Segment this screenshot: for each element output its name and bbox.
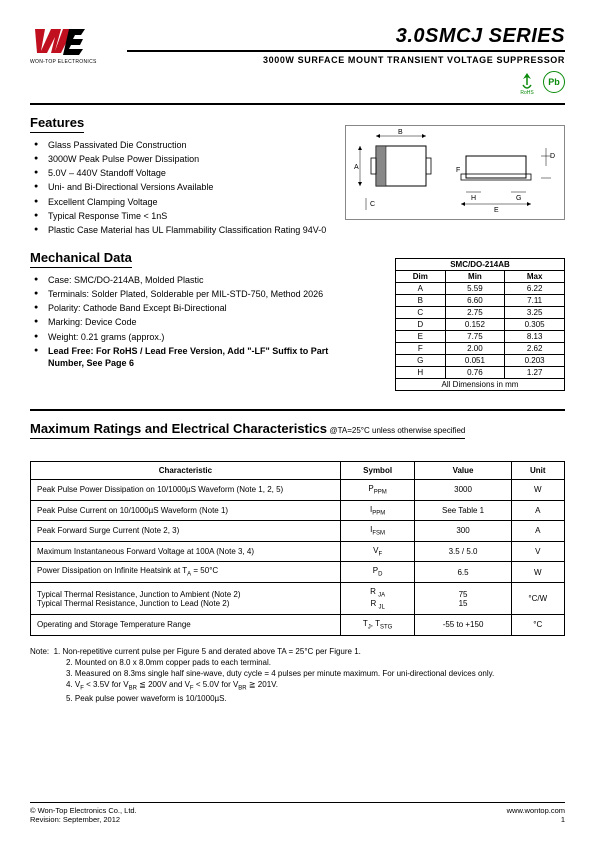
dim-row: E7.758.13 [396, 330, 565, 342]
feature-item: 5.0V – 440V Standoff Voltage [30, 167, 329, 179]
dim-header: Min [445, 270, 505, 282]
note-item: Note: 1. Non-repetitive current pulse pe… [30, 646, 565, 657]
ratings-title: Maximum Ratings and Electrical Character… [30, 421, 327, 436]
mechanical-item: Polarity: Cathode Band Except Bi-Directi… [30, 302, 329, 314]
dim-row: F2.002.62 [396, 342, 565, 354]
dim-row: H0.761.27 [396, 366, 565, 378]
feature-item: Glass Passivated Die Construction [30, 139, 329, 151]
series-title: 3.0SMCJ SERIES [127, 25, 565, 52]
ratings-header: Symbol [340, 461, 415, 479]
footer-right: www.wontop.com 1 [507, 806, 565, 824]
dim-table-column: SMC/DO-214AB Dim Min Max A5.596.22 B6.60… [345, 250, 565, 391]
company-logo [33, 25, 93, 57]
note-item: 5. Peak pulse power waveform is 10/1000µ… [30, 693, 565, 704]
ratings-row: Typical Thermal Resistance, Junction to … [31, 582, 565, 614]
feature-item: Typical Response Time < 1nS [30, 210, 329, 222]
ratings-table: Characteristic Symbol Value Unit Peak Pu… [30, 461, 565, 636]
ratings-condition: @TA=25°C unless otherwise specified [329, 426, 465, 435]
notes-section: Note: 1. Non-repetitive current pulse pe… [30, 646, 565, 705]
svg-text:H: H [471, 195, 476, 202]
page-footer: © Won-Top Electronics Co., Ltd. Revision… [30, 802, 565, 824]
dim-row: A5.596.22 [396, 282, 565, 294]
title-block: 3.0SMCJ SERIES 3000W SURFACE MOUNT TRANS… [127, 25, 565, 95]
mechanical-row: Mechanical Data Case: SMC/DO-214AB, Mold… [30, 250, 565, 391]
svg-text:RoHS: RoHS [520, 90, 534, 95]
dim-row: B6.607.11 [396, 294, 565, 306]
compliance-badges: RoHS Pb [127, 71, 565, 95]
mechanical-item: Weight: 0.21 grams (approx.) [30, 331, 329, 343]
features-list: Glass Passivated Die Construction 3000W … [30, 139, 329, 236]
dim-footer: All Dimensions in mm [396, 378, 565, 390]
feature-item: Uni- and Bi-Directional Versions Availab… [30, 181, 329, 193]
svg-text:C: C [370, 201, 375, 208]
svg-text:F: F [456, 167, 460, 174]
footer-page: 1 [507, 815, 565, 824]
svg-text:E: E [494, 207, 499, 214]
package-drawing: A B C D F [345, 125, 565, 220]
feature-item: Excellent Clamping Voltage [30, 196, 329, 208]
ratings-row: Maximum Instantaneous Forward Voltage at… [31, 541, 565, 562]
ratings-row: Peak Pulse Power Dissipation on 10/1000µ… [31, 479, 565, 500]
mechanical-item: Marking: Device Code [30, 316, 329, 328]
features-row: Features Glass Passivated Die Constructi… [30, 115, 565, 238]
features-column: Features Glass Passivated Die Constructi… [30, 115, 329, 238]
header-divider [30, 103, 565, 105]
ratings-header: Value [415, 461, 511, 479]
footer-left: © Won-Top Electronics Co., Ltd. Revision… [30, 806, 137, 824]
mechanical-list: Case: SMC/DO-214AB, Molded Plastic Termi… [30, 274, 329, 369]
mechanical-column: Mechanical Data Case: SMC/DO-214AB, Mold… [30, 250, 329, 391]
mechanical-item: Terminals: Solder Plated, Solderable per… [30, 288, 329, 300]
package-drawing-column: A B C D F [345, 115, 565, 238]
dim-row: G0.0510.203 [396, 354, 565, 366]
feature-item: Plastic Case Material has UL Flammabilit… [30, 224, 329, 236]
note-item: 2. Mounted on 8.0 x 8.0mm copper pads to… [30, 657, 565, 668]
rohs-icon: RoHS [517, 71, 537, 95]
svg-text:A: A [354, 164, 359, 171]
pb-free-icon: Pb [543, 71, 565, 93]
pb-label: Pb [548, 77, 560, 87]
footer-url: www.wontop.com [507, 806, 565, 815]
svg-text:B: B [398, 129, 403, 136]
ratings-header: Characteristic [31, 461, 341, 479]
mechanical-title: Mechanical Data [30, 250, 132, 268]
dim-header: Dim [396, 270, 446, 282]
dimensions-table: SMC/DO-214AB Dim Min Max A5.596.22 B6.60… [395, 258, 565, 391]
ratings-header: Unit [511, 461, 564, 479]
dim-header: Max [505, 270, 565, 282]
header: WON-TOP ELECTRONICS 3.0SMCJ SERIES 3000W… [30, 25, 565, 95]
ratings-row: Peak Forward Surge Current (Note 2, 3) I… [31, 521, 565, 542]
ratings-row: Power Dissipation on Infinite Heatsink a… [31, 562, 565, 583]
logo-caption: WON-TOP ELECTRONICS [30, 59, 97, 65]
ratings-section: Maximum Ratings and Electrical Character… [30, 421, 565, 636]
subtitle: 3000W SURFACE MOUNT TRANSIENT VOLTAGE SU… [127, 55, 565, 65]
footer-divider [30, 802, 565, 803]
footer-revision: Revision: September, 2012 [30, 815, 137, 824]
ratings-row: Peak Pulse Current on 10/1000µS Waveform… [31, 500, 565, 521]
logo-block: WON-TOP ELECTRONICS [30, 25, 97, 65]
dim-caption: SMC/DO-214AB [396, 258, 565, 270]
features-title: Features [30, 115, 84, 133]
feature-item: 3000W Peak Pulse Power Dissipation [30, 153, 329, 165]
note-item: 4. VF < 3.5V for VBR ≦ 200V and VF < 5.0… [30, 679, 565, 693]
ratings-row: Operating and Storage Temperature Range … [31, 615, 565, 636]
section-divider [30, 409, 565, 411]
mechanical-item: Case: SMC/DO-214AB, Molded Plastic [30, 274, 329, 286]
dim-row: C2.753.25 [396, 306, 565, 318]
ratings-heading: Maximum Ratings and Electrical Character… [30, 421, 465, 439]
svg-text:G: G [516, 195, 521, 202]
note-item: 3. Measured on 8.3ms single half sine-wa… [30, 668, 565, 679]
svg-text:D: D [550, 153, 555, 160]
footer-company: © Won-Top Electronics Co., Ltd. [30, 806, 137, 815]
dim-row: D0.1520.305 [396, 318, 565, 330]
mechanical-item-leadfree: Lead Free: For RoHS / Lead Free Version,… [30, 345, 329, 369]
